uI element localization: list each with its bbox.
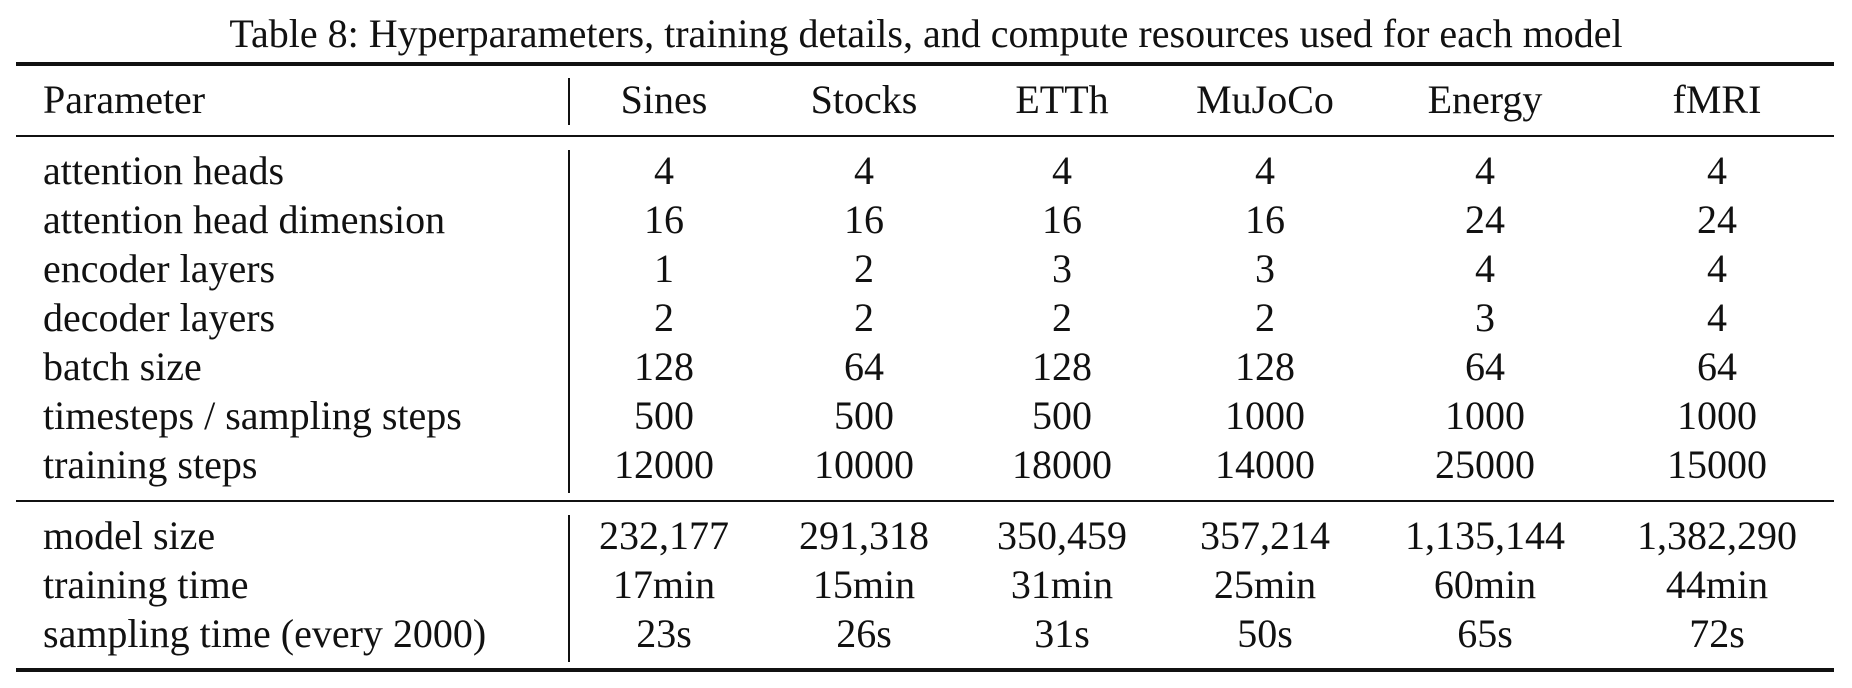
cell-stocks: 2: [854, 246, 874, 291]
cell-mujoco: 128: [1235, 344, 1295, 389]
cell-fmri: 64: [1697, 344, 1737, 389]
cell-fmri: 44min: [1665, 562, 1769, 607]
cell-mujoco: 25min: [1213, 562, 1317, 607]
cell-mujoco: 1000: [1225, 393, 1305, 438]
header-stocks: Stocks: [810, 77, 918, 122]
table-row: decoder layers 2 2 2 2 3 4: [0, 293, 1852, 342]
cell-stocks: 16: [844, 197, 884, 242]
cell-energy: 60min: [1433, 562, 1537, 607]
row-label: timesteps / sampling steps: [43, 393, 462, 438]
cell-sines: 128: [634, 344, 694, 389]
cell-mujoco: 3: [1255, 246, 1275, 291]
header-sines: Sines: [620, 77, 708, 122]
cell-etth: 16: [1042, 197, 1082, 242]
cell-fmri: 4: [1707, 295, 1727, 340]
cell-sines: 16: [644, 197, 684, 242]
cell-energy: 4: [1475, 246, 1495, 291]
column-separator: [568, 515, 570, 662]
cell-energy: 25000: [1435, 442, 1535, 487]
header-energy: Energy: [1427, 77, 1543, 122]
cell-stocks: 15min: [812, 562, 916, 607]
header-mujoco: MuJoCo: [1196, 77, 1334, 122]
section-rule: [16, 500, 1834, 502]
cell-fmri: 1,382,290: [1637, 513, 1797, 558]
column-separator: [568, 78, 570, 125]
row-label: batch size: [43, 344, 202, 389]
table-caption: Table 8: Hyperparameters, training detai…: [229, 11, 1623, 56]
table-header-row: Parameter Sines Stocks ETTh MuJoCo Energ…: [0, 75, 1852, 124]
cell-etth: 350,459: [997, 513, 1127, 558]
top-rule: [16, 62, 1834, 66]
row-label: attention head dimension: [43, 197, 446, 242]
row-label: sampling time (every 2000): [43, 611, 487, 656]
cell-stocks: 26s: [836, 611, 892, 656]
cell-etth: 500: [1032, 393, 1092, 438]
cell-sines: 1: [654, 246, 674, 291]
row-label: training time: [43, 562, 249, 607]
cell-mujoco: 357,214: [1200, 513, 1330, 558]
cell-sines: 232,177: [599, 513, 729, 558]
cell-stocks: 291,318: [799, 513, 929, 558]
column-separator: [568, 150, 570, 493]
table-row: attention head dimension 16 16 16 16 24 …: [0, 195, 1852, 244]
row-label: attention heads: [43, 148, 285, 193]
table-row: model size 232,177 291,318 350,459 357,2…: [0, 511, 1852, 560]
cell-etth: 2: [1052, 295, 1072, 340]
cell-etth: 4: [1052, 148, 1072, 193]
cell-etth: 18000: [1012, 442, 1112, 487]
cell-etth: 128: [1032, 344, 1092, 389]
cell-energy: 64: [1465, 344, 1505, 389]
header-rule: [16, 135, 1834, 137]
cell-sines: 4: [654, 148, 674, 193]
cell-stocks: 10000: [814, 442, 914, 487]
cell-etth: 3: [1052, 246, 1072, 291]
row-label: decoder layers: [43, 295, 276, 340]
row-label: model size: [43, 513, 216, 558]
cell-fmri: 4: [1707, 246, 1727, 291]
row-label: encoder layers: [43, 246, 276, 291]
cell-energy: 1000: [1445, 393, 1525, 438]
cell-energy: 4: [1475, 148, 1495, 193]
cell-sines: 500: [634, 393, 694, 438]
cell-fmri: 15000: [1667, 442, 1767, 487]
cell-mujoco: 50s: [1237, 611, 1293, 656]
table-row: attention heads 4 4 4 4 4 4: [0, 146, 1852, 195]
cell-sines: 2: [654, 295, 674, 340]
table-row: encoder layers 1 2 3 3 4 4: [0, 244, 1852, 293]
bottom-rule: [16, 668, 1834, 672]
cell-energy: 24: [1465, 197, 1505, 242]
cell-etth: 31min: [1010, 562, 1114, 607]
cell-sines: 23s: [636, 611, 692, 656]
table-row: training time 17min 15min 31min 25min 60…: [0, 560, 1852, 609]
cell-stocks: 64: [844, 344, 884, 389]
header-fmri: fMRI: [1672, 77, 1762, 122]
cell-fmri: 72s: [1689, 611, 1745, 656]
cell-mujoco: 16: [1245, 197, 1285, 242]
cell-etth: 31s: [1034, 611, 1090, 656]
row-label: training steps: [43, 442, 258, 487]
cell-sines: 12000: [614, 442, 714, 487]
cell-fmri: 1000: [1677, 393, 1757, 438]
cell-energy: 3: [1475, 295, 1495, 340]
cell-energy: 1,135,144: [1405, 513, 1565, 558]
cell-stocks: 500: [834, 393, 894, 438]
header-etth: ETTh: [1015, 77, 1109, 122]
cell-stocks: 4: [854, 148, 874, 193]
header-parameter: Parameter: [43, 77, 206, 122]
table-row: timesteps / sampling steps 500 500 500 1…: [0, 391, 1852, 440]
cell-energy: 65s: [1457, 611, 1513, 656]
cell-mujoco: 2: [1255, 295, 1275, 340]
cell-mujoco: 4: [1255, 148, 1275, 193]
table-row: sampling time (every 2000) 23s 26s 31s 5…: [0, 609, 1852, 658]
cell-fmri: 24: [1697, 197, 1737, 242]
cell-mujoco: 14000: [1215, 442, 1315, 487]
table-row: batch size 128 64 128 128 64 64: [0, 342, 1852, 391]
cell-sines: 17min: [612, 562, 716, 607]
table-row: training steps 12000 10000 18000 14000 2…: [0, 440, 1852, 489]
cell-fmri: 4: [1707, 148, 1727, 193]
cell-stocks: 2: [854, 295, 874, 340]
